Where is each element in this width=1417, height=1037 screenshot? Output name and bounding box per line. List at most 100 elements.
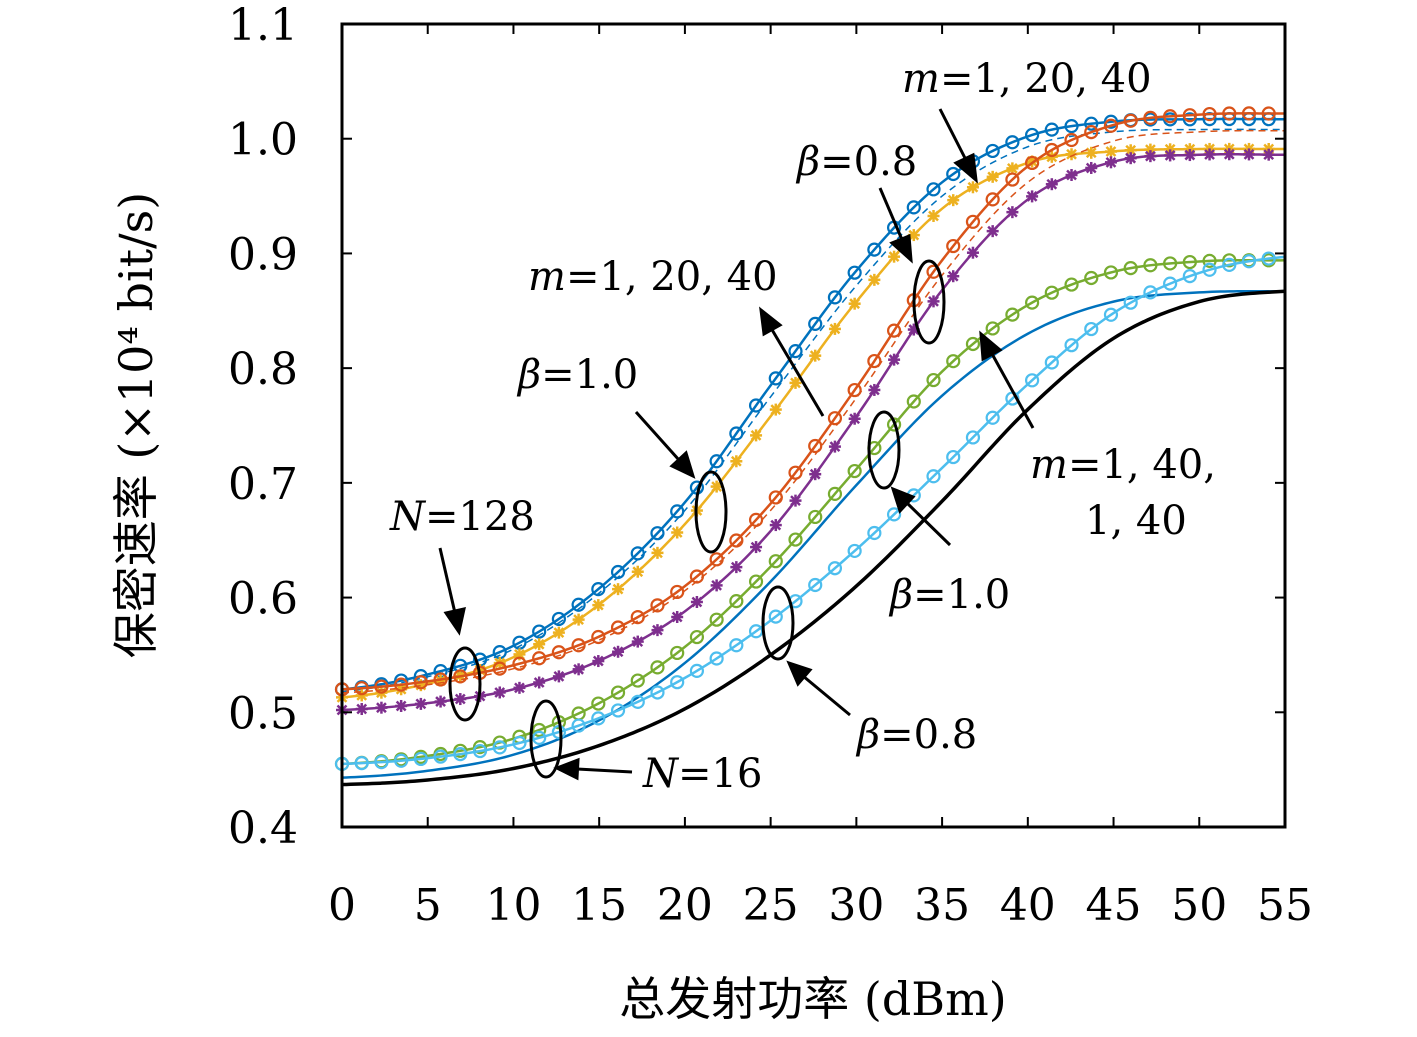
- data-point: [926, 469, 941, 484]
- data-point: [533, 638, 546, 651]
- data-point: [1084, 270, 1099, 286]
- data-point: [1025, 295, 1040, 310]
- annotation-n-16: N=16: [642, 751, 762, 797]
- data-point: [748, 574, 764, 589]
- x-tick-label: 50: [1171, 880, 1227, 931]
- data-point: [1064, 277, 1079, 292]
- data-point: [886, 323, 902, 338]
- data-point: [533, 676, 546, 689]
- data-point: [906, 394, 921, 409]
- x-tick-label: 5: [414, 880, 442, 931]
- group-ellipse-n16: [529, 699, 563, 779]
- data-point: [965, 336, 981, 352]
- data-point: [433, 749, 448, 764]
- x-tick-label: 35: [914, 880, 970, 931]
- series-line: [341, 112, 1286, 691]
- data-point: [986, 225, 999, 238]
- annotation-beta-08-bottom: β=0.8: [855, 712, 977, 758]
- data-point: [847, 543, 862, 559]
- data-point: [888, 250, 901, 263]
- data-point: [709, 651, 724, 666]
- series-8: [334, 251, 1286, 772]
- annotation-layer: m=1, 20, 40 β=0.8 m=1, 20, 40 β=1.0 N=12…: [389, 56, 1216, 797]
- data-point: [868, 383, 881, 396]
- data-point: [986, 170, 999, 183]
- data-point: [827, 486, 843, 501]
- annotation-m-1-40-line2: 1, 40: [1085, 498, 1187, 544]
- data-point: [394, 677, 409, 692]
- y-tick-label: 1.0: [228, 115, 298, 166]
- data-point: [512, 735, 527, 751]
- data-point: [729, 638, 744, 653]
- group-ellipse-n128: [448, 646, 482, 722]
- annotation-n-128: N=128: [389, 494, 535, 540]
- data-point: [433, 672, 448, 687]
- data-point: [868, 273, 881, 286]
- data-point: [750, 429, 763, 442]
- y-tick-label: 0.6: [228, 574, 298, 625]
- data-point: [1103, 307, 1119, 322]
- data-point: [1103, 114, 1119, 129]
- data-point: [946, 238, 961, 254]
- data-point: [867, 525, 882, 541]
- data-point: [630, 673, 645, 688]
- data-point: [592, 655, 605, 668]
- series-layer: [334, 106, 1286, 787]
- data-point: [492, 740, 507, 755]
- series-line: [341, 258, 1286, 766]
- data-point: [1025, 127, 1040, 143]
- data-point: [1163, 256, 1178, 271]
- data-point: [907, 229, 920, 242]
- x-tick-label: 30: [828, 880, 884, 931]
- series-1: [341, 128, 1286, 693]
- data-point: [571, 597, 586, 612]
- data-point: [1124, 152, 1137, 165]
- data-point: [1163, 276, 1178, 291]
- data-point: [551, 645, 566, 660]
- group-ellipse-beta10-bottom: [867, 410, 901, 490]
- data-point: [886, 507, 902, 522]
- x-axis-title: 总发射功率 (dBm): [619, 972, 1006, 1026]
- data-point: [788, 532, 803, 547]
- data-point: [651, 624, 664, 637]
- data-point: [946, 354, 961, 369]
- data-point: [354, 756, 369, 771]
- ticks-layer: [341, 23, 1286, 828]
- data-point: [808, 438, 823, 454]
- data-point: [985, 143, 1000, 159]
- data-point: [572, 663, 585, 676]
- x-tick-label: 10: [485, 880, 541, 931]
- data-point: [946, 166, 961, 182]
- data-point: [572, 613, 585, 626]
- data-point: [729, 594, 744, 609]
- data-point: [374, 679, 389, 694]
- data-point: [789, 376, 802, 389]
- data-point: [355, 703, 368, 716]
- data-point: [1025, 373, 1040, 388]
- data-point: [1222, 257, 1237, 272]
- y-tick-label: 1.1: [228, 0, 298, 51]
- data-point: [610, 703, 626, 718]
- data-point: [1085, 161, 1098, 174]
- data-point: [808, 577, 823, 593]
- data-point: [532, 722, 547, 738]
- data-point: [1123, 261, 1138, 276]
- x-tick-label: 20: [657, 880, 713, 931]
- data-point: [413, 751, 428, 767]
- data-point: [612, 583, 625, 596]
- data-point: [1006, 206, 1019, 219]
- x-tick-label: 25: [743, 880, 799, 931]
- annotation-m-1-40-line1: m=1, 40,: [1030, 442, 1216, 488]
- data-point: [769, 519, 782, 532]
- x-tick-label: 15: [571, 880, 627, 931]
- data-point: [374, 755, 389, 770]
- data-point: [631, 565, 644, 578]
- data-point: [966, 246, 979, 259]
- data-point: [1044, 355, 1059, 370]
- data-point: [808, 316, 823, 331]
- data-point: [709, 612, 724, 627]
- data-point: [926, 372, 941, 388]
- data-point: [493, 686, 506, 699]
- data-point: [551, 611, 566, 627]
- data-point: [571, 718, 586, 733]
